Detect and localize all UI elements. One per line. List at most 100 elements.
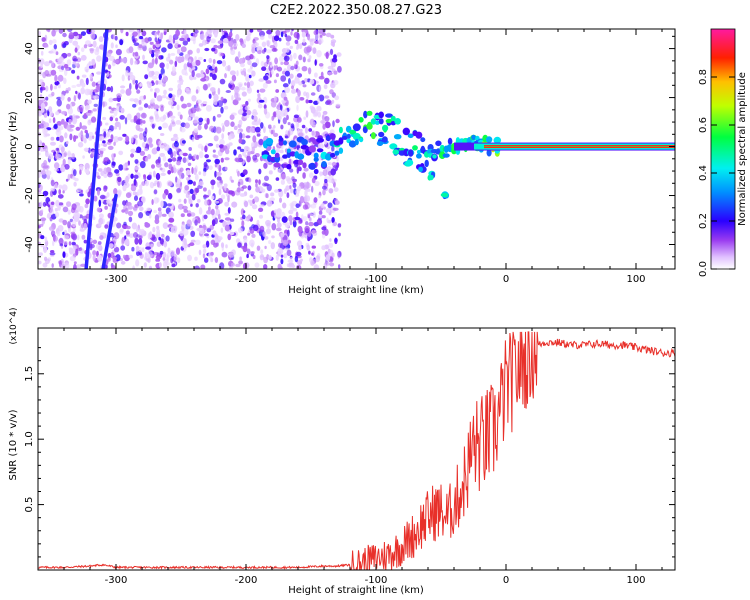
noise-speckle [224, 157, 230, 161]
noise-speckle [154, 251, 158, 256]
x-tick-label: 100 [626, 575, 645, 586]
noise-speckle [257, 93, 261, 98]
signal-blob [420, 137, 426, 143]
noise-speckle [108, 55, 115, 62]
noise-speckle [295, 251, 302, 257]
noise-speckle [242, 151, 247, 157]
noise-speckle [256, 245, 261, 251]
noise-speckle [195, 73, 202, 78]
noise-speckle [60, 94, 65, 101]
noise-speckle [253, 196, 260, 203]
noise-speckle [145, 246, 152, 250]
noise-speckle [217, 40, 223, 45]
noise-speckle [53, 184, 59, 189]
noise-speckle [266, 222, 271, 229]
noise-speckle [278, 55, 284, 62]
noise-speckle [318, 195, 321, 199]
noise-speckle [110, 252, 115, 259]
noise-speckle [66, 140, 69, 145]
noise-speckle [44, 258, 50, 264]
noise-speckle [195, 89, 199, 94]
noise-speckle [142, 60, 148, 65]
noise-speckle [213, 135, 219, 142]
noise-speckle [144, 37, 150, 44]
noise-speckle [120, 85, 126, 89]
noise-speckle [90, 32, 96, 40]
noise-speckle [153, 209, 157, 214]
noise-speckle [61, 118, 65, 125]
noise-speckle [108, 106, 112, 110]
noise-speckle [119, 228, 124, 233]
noise-speckle [48, 118, 52, 124]
noise-speckle [130, 153, 135, 158]
noise-speckle [232, 43, 238, 47]
noise-speckle [292, 182, 297, 188]
noise-speckle [113, 188, 118, 195]
noise-speckle [103, 167, 108, 175]
noise-speckle [53, 124, 58, 129]
noise-speckle [304, 78, 308, 83]
noise-speckle [178, 198, 182, 203]
noise-speckle [161, 213, 167, 217]
snr-axes: -300 -200 -100 0 100 0.5 1.0 1.5 [24, 328, 675, 586]
noise-speckle [44, 133, 51, 137]
noise-speckle [187, 254, 192, 262]
noise-speckle [130, 185, 137, 192]
noise-speckle [110, 42, 114, 49]
noise-speckle [38, 79, 44, 83]
y-tick-label: 1.0 [24, 431, 35, 447]
noise-speckle [296, 117, 302, 123]
noise-speckle [151, 236, 157, 242]
noise-speckle [80, 31, 86, 36]
noise-speckle [67, 173, 71, 181]
noise-speckle [88, 135, 93, 141]
noise-speckle [138, 132, 144, 140]
noise-speckle [243, 38, 247, 45]
signal-blob [493, 136, 502, 144]
noise-speckle [135, 124, 141, 131]
noise-speckle [240, 208, 245, 216]
noise-speckle [38, 190, 42, 195]
noise-speckle [237, 109, 244, 115]
noise-speckle [260, 249, 264, 254]
noise-speckle [71, 85, 77, 88]
noise-speckle [222, 220, 226, 228]
noise-speckle [334, 238, 338, 242]
noise-speckle [325, 208, 331, 214]
noise-speckle [303, 195, 308, 203]
noise-speckle [91, 58, 96, 66]
noise-speckle [337, 250, 342, 258]
noise-speckle [93, 195, 98, 202]
noise-speckle [103, 185, 108, 190]
noise-speckle [141, 142, 146, 148]
noise-speckle [127, 75, 131, 81]
noise-speckle [332, 79, 339, 86]
noise-speckle [212, 63, 215, 70]
noise-speckle [304, 182, 311, 189]
noise-speckle [168, 34, 173, 42]
noise-speckle [256, 45, 260, 51]
noise-speckle [81, 82, 86, 88]
noise-speckle [75, 90, 78, 95]
noise-speckle [155, 80, 159, 85]
noise-speckle [238, 260, 244, 265]
noise-speckle [122, 133, 127, 137]
noise-speckle [324, 121, 331, 129]
noise-speckle [275, 29, 281, 37]
noise-speckle [54, 162, 60, 170]
noise-speckle [125, 230, 130, 235]
noise-speckle [311, 130, 315, 136]
noise-speckle [45, 85, 49, 92]
noise-speckle [76, 189, 79, 194]
noise-speckle [144, 252, 148, 260]
noise-speckle [61, 184, 68, 192]
noise-speckle [318, 38, 324, 44]
signal-blob [334, 150, 340, 156]
noise-speckle [58, 189, 61, 195]
noise-speckle [176, 178, 181, 185]
noise-speckle [329, 262, 335, 267]
noise-speckle [268, 33, 273, 39]
noise-speckle [138, 99, 142, 105]
noise-speckle [202, 101, 208, 105]
noise-speckle [44, 145, 49, 153]
